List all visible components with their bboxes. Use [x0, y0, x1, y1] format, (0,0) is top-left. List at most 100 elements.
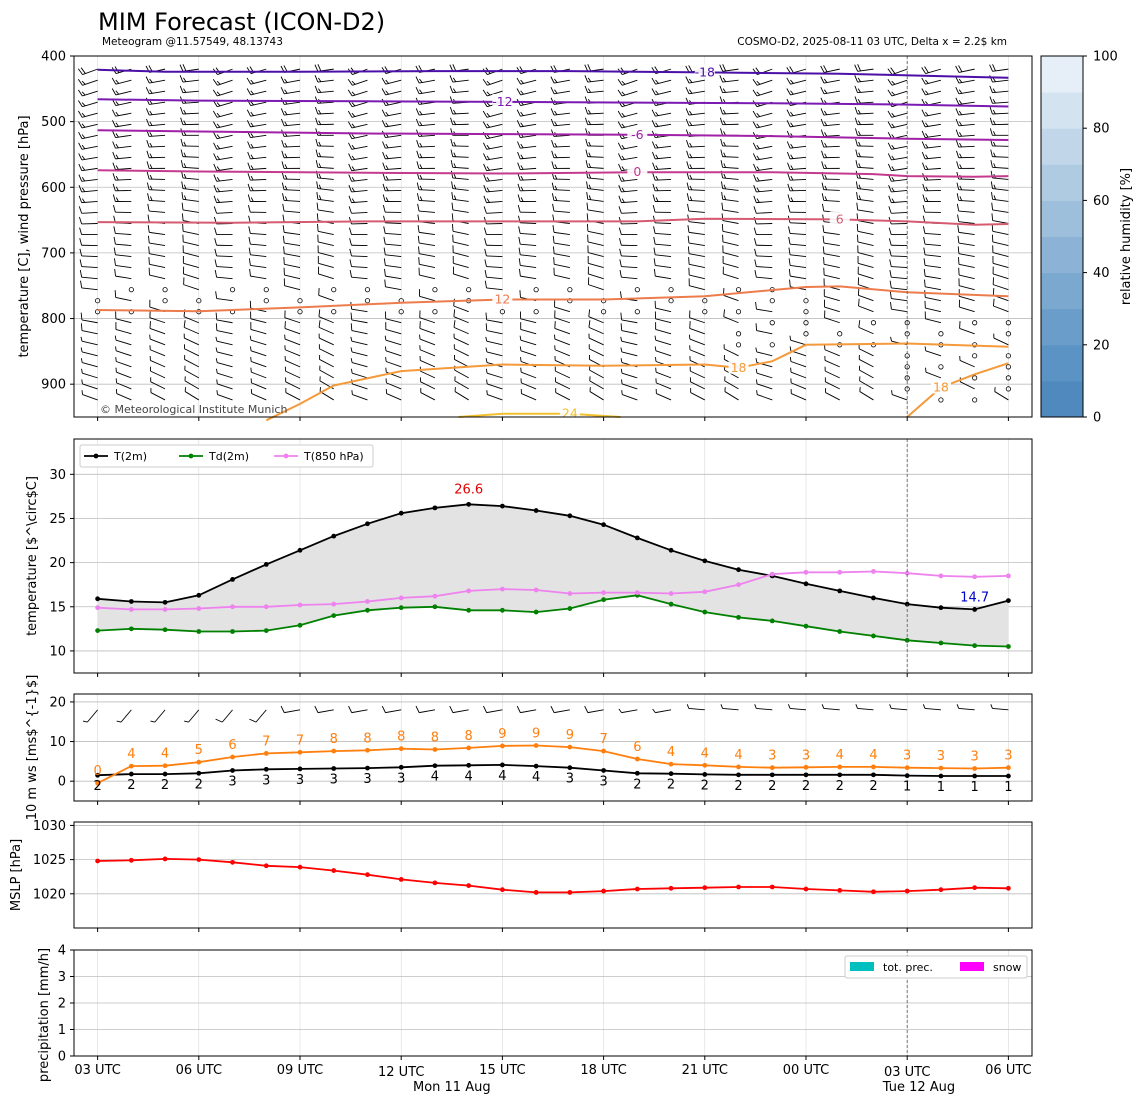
wind-barb: [286, 388, 300, 400]
wind-barb: [517, 706, 536, 713]
wind-barb: [788, 704, 806, 710]
series-point: [129, 626, 134, 631]
y-tick-label: 10: [49, 735, 66, 750]
wind-barb: [655, 346, 671, 355]
series-point: [534, 610, 539, 615]
y-tick-label: 0: [58, 1050, 66, 1065]
wind-barb: [958, 215, 975, 224]
wind-barb: [992, 235, 1008, 246]
wind-barb: [217, 390, 233, 400]
wind-barb: [147, 151, 165, 158]
wind-barb: [656, 389, 671, 400]
wind-barb: [249, 710, 266, 722]
wind-barb: [149, 246, 165, 256]
wind-barb: [116, 312, 132, 323]
wind-barb: [320, 366, 334, 378]
wind-barb: [721, 150, 739, 158]
wind-barb: [416, 108, 435, 115]
wind-barb: [317, 203, 334, 213]
wind-barb: [555, 345, 570, 356]
series-point: [702, 772, 707, 777]
wind-barb: [151, 377, 165, 389]
wind-barb: [450, 75, 469, 82]
series-point: [871, 772, 876, 777]
wind-barb: [251, 357, 267, 367]
wind-barb: [618, 111, 637, 117]
wind-barb: [754, 238, 772, 245]
wind-barb: [450, 706, 469, 713]
series-point: [466, 608, 471, 613]
wind-barb: [349, 164, 368, 171]
wind-barb: [285, 345, 300, 356]
wind-barb: [349, 185, 368, 192]
wind-barb: [590, 387, 604, 400]
wind-barb: [554, 268, 570, 279]
wind-barb: [352, 390, 368, 400]
wind-barb: [756, 323, 772, 333]
colorbar-tick-label: 20: [1093, 338, 1110, 353]
wind-barb: [822, 704, 840, 710]
wind-barb: [690, 367, 705, 378]
wind-barb: [247, 78, 266, 84]
wind-barb: [825, 310, 840, 322]
wind-barb: [725, 387, 739, 400]
isotherm-line: [266, 344, 1008, 421]
wind-barb: [756, 302, 773, 312]
series-point: [601, 889, 606, 894]
speed-label: 2: [127, 778, 135, 793]
wind-barb: [382, 110, 401, 117]
series-point: [163, 763, 168, 768]
isotherm-label: -12: [492, 94, 512, 109]
series-point: [196, 857, 201, 862]
speed-label: 3: [262, 773, 270, 788]
series-point: [736, 615, 741, 620]
wind-barb: [79, 153, 98, 160]
wind-barb: [82, 369, 98, 378]
wind-barb: [453, 235, 469, 246]
calm-wind-marker: [838, 332, 842, 336]
series-point: [95, 628, 100, 633]
series-point: [230, 629, 235, 634]
wind-barb: [556, 388, 570, 400]
wind-barb: [416, 706, 435, 713]
series-point: [635, 590, 640, 595]
wind-barb: [821, 65, 840, 72]
calm-wind-marker: [568, 287, 572, 291]
wind-barb: [994, 334, 1009, 345]
calm-wind-marker: [433, 310, 437, 314]
wind-barb: [250, 336, 266, 345]
wind-barb: [788, 163, 806, 170]
isotherm-label: 0: [633, 164, 641, 179]
colorbar-segment: [1041, 164, 1083, 201]
wind-barb: [247, 89, 266, 95]
wind-barb: [821, 130, 839, 137]
wind-barb: [858, 235, 874, 246]
wind-barb: [687, 161, 705, 168]
gust-label: 7: [599, 732, 607, 747]
wind-barb: [182, 192, 199, 201]
wind-barb: [586, 150, 604, 158]
wind-barb: [484, 164, 503, 171]
wind-barb: [990, 64, 1009, 71]
series-point: [669, 762, 674, 767]
gust-label: 3: [1004, 749, 1012, 764]
wind-barb: [285, 321, 300, 334]
legend-swatch: [960, 962, 984, 971]
wind-barb: [551, 87, 570, 94]
wind-barb: [958, 257, 974, 268]
wind-barb: [993, 256, 1008, 268]
y-tick-label: 3: [58, 970, 66, 985]
wind-barb: [214, 206, 232, 213]
wind-barb: [520, 346, 536, 355]
wind-barb: [753, 143, 772, 150]
wind-barb: [184, 334, 199, 345]
wind-barb: [555, 367, 570, 378]
series-point: [939, 573, 944, 578]
wind-barb: [351, 323, 367, 333]
series-point: [972, 774, 977, 779]
series-point: [871, 765, 876, 770]
wind-barb: [922, 110, 941, 117]
wind-barb: [485, 270, 502, 279]
wind-barb: [787, 152, 806, 159]
y-tick-label: 600: [41, 181, 66, 196]
